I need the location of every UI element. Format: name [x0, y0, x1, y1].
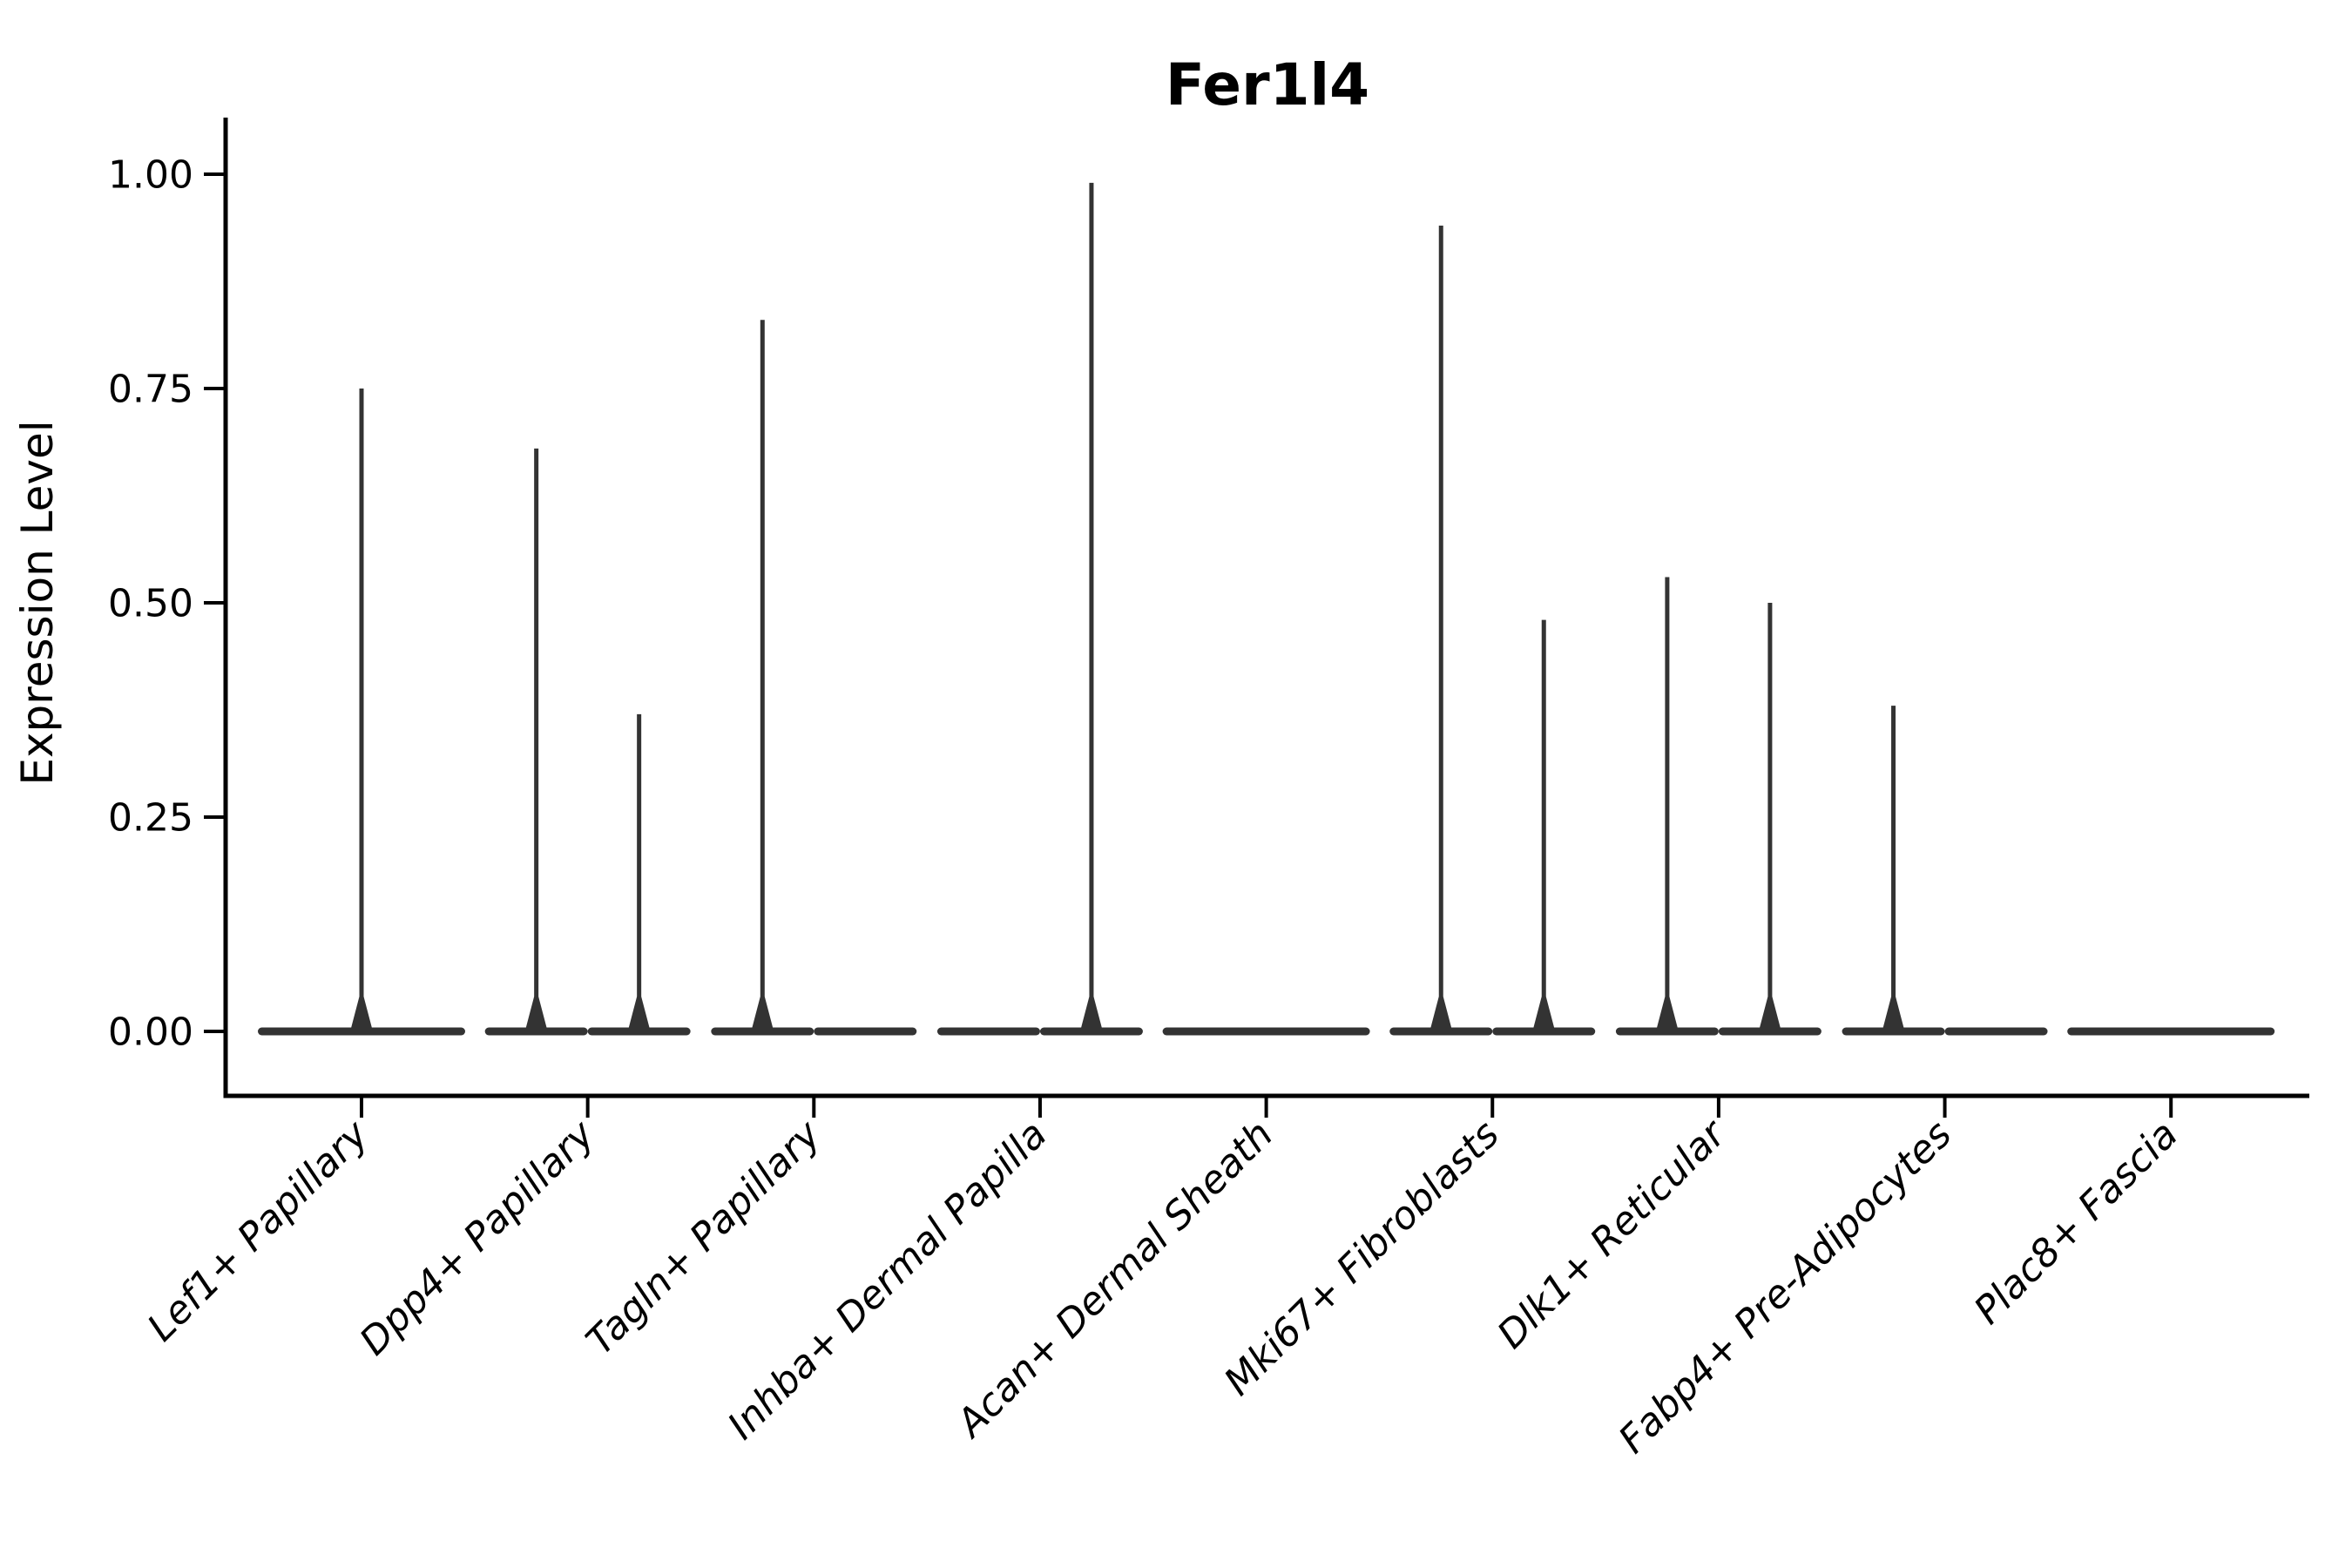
axes [204, 118, 2309, 1118]
y-tick-label: 0.25 [108, 795, 193, 840]
violin-base [1162, 1027, 1370, 1036]
violin-spike [1429, 226, 1453, 1031]
y-tick-label: 1.00 [108, 152, 193, 197]
violins [258, 182, 2275, 1036]
violin-spike [1655, 577, 1679, 1031]
x-tick-label: Dpp4+ Papillary [351, 1112, 604, 1364]
violin-spike [1532, 619, 1556, 1031]
x-tick-label: Dlk1+ Reticular [1489, 1111, 1735, 1357]
tick-labels: 0.00 0.25 0.50 0.75 1.00 Lef1+ PapillaryDpp4+… [108, 152, 2186, 1462]
violin-spike [627, 713, 651, 1031]
violin-spike [524, 448, 548, 1031]
y-tick-label: 0.00 [108, 1010, 193, 1054]
y-tick-label: 0.75 [108, 367, 193, 411]
violin-spike [1079, 182, 1103, 1032]
x-tick-label: Plac8+ Fascia [1966, 1112, 2186, 1333]
violin-spike [1882, 706, 1905, 1031]
violin-base [2067, 1027, 2275, 1036]
y-tick-label: 0.50 [108, 581, 193, 625]
violin-spike [350, 389, 373, 1031]
violin-spike [1758, 603, 1781, 1031]
x-tick-label: Lef1+ Papillary [139, 1112, 378, 1350]
violin-base [814, 1027, 917, 1036]
violin-spike [751, 320, 774, 1031]
violin-base [1944, 1027, 2048, 1036]
x-tick-label: Tagln+ Papillary [578, 1112, 829, 1363]
chart-title: Fer1l4 [1166, 51, 1369, 118]
y-axis-label: Expression Level [12, 420, 63, 785]
violin-base [936, 1027, 1040, 1036]
